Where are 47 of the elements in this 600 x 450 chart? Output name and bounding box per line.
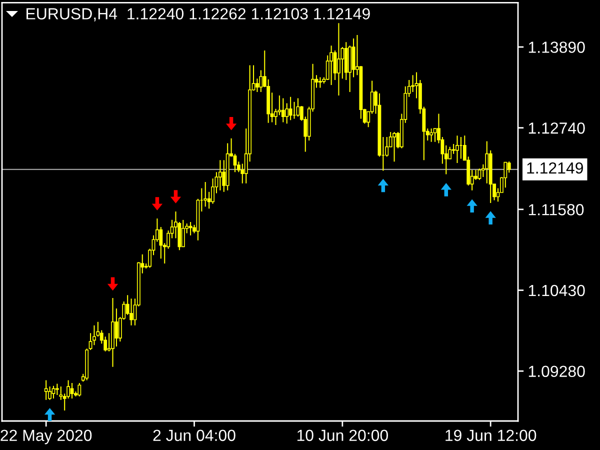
candlestick — [430, 128, 434, 142]
y-tick-label: 1.12740 — [528, 122, 585, 134]
x-tick-label: 2 Jun 04:00 — [153, 430, 236, 442]
x-tick-label: 19 Jun 12:00 — [446, 430, 536, 442]
candlestick — [266, 78, 270, 124]
candlestick — [111, 297, 114, 368]
candlestick — [55, 383, 59, 396]
point — [107, 277, 118, 291]
point — [440, 183, 452, 196]
point — [485, 211, 496, 224]
point — [226, 116, 237, 130]
candlestick — [344, 42, 348, 81]
candlestick — [188, 222, 192, 236]
point — [170, 190, 182, 204]
y-tick-label: 1.11580 — [528, 204, 584, 216]
candlestick — [392, 132, 396, 162]
candlestick — [256, 78, 259, 93]
point — [152, 197, 163, 210]
candlestick — [181, 219, 185, 248]
y-tick-label: 1.09280 — [528, 366, 585, 378]
y-tick-label: 1.13890 — [528, 42, 585, 53]
point — [378, 178, 388, 192]
point — [44, 408, 56, 421]
candlestick — [226, 142, 230, 191]
point — [466, 199, 478, 213]
candlestick — [218, 160, 222, 191]
candlestick — [337, 22, 340, 96]
candlestick — [259, 70, 263, 93]
x-tick-label: 10 Jun 20:00 — [297, 430, 388, 442]
candlestick — [433, 128, 437, 142]
x-tick-label: 22 May 2020 — [0, 430, 92, 444]
candlestick — [318, 76, 322, 88]
candlestick — [92, 324, 96, 346]
candlestick — [204, 181, 208, 208]
candlestick — [456, 135, 459, 164]
candlestick — [114, 308, 118, 347]
candlestick — [330, 45, 334, 86]
y-tick-label: 1.10430 — [528, 284, 585, 296]
candlestick — [130, 298, 133, 326]
candlestick — [233, 153, 237, 173]
chart-title: EURUSD,H4 1.12240 1.12262 1.12103 1.12149 — [26, 8, 370, 22]
candlestick — [281, 98, 285, 123]
candlestick — [70, 382, 74, 400]
candlestick — [288, 96, 292, 121]
candlestick — [485, 140, 489, 184]
candlestick — [44, 380, 48, 400]
ref-line-label: 1.12149 — [527, 162, 583, 174]
